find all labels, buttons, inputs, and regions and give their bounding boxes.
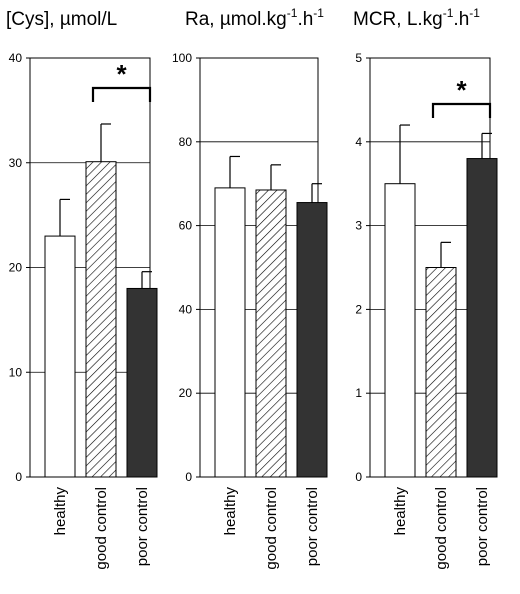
plot-area-cysteine: 0 10 20 30 40 healthy good control poor control…: [9, 51, 158, 570]
bar-healthy: [384, 183, 416, 478]
y-tick-label: 0: [355, 470, 362, 484]
y-tick-label: 40: [179, 302, 193, 316]
y-tick-label: 1: [355, 386, 362, 400]
significance-star: *: [456, 75, 467, 105]
panel-cysteine: [Cys], µmol/L 0 10 20 30 40 healthy good contr…: [6, 9, 158, 570]
y-tick-label: 30: [9, 156, 23, 170]
y-tick-label: 5: [355, 51, 362, 65]
bar-good-control: [255, 189, 287, 478]
category-label-healthy: healthy: [52, 487, 69, 536]
y-tick-label: 0: [185, 470, 192, 484]
panel-mcr: MCR, L.kg-1.h-1 0 1 2 3 4 5 healthy good contro…: [353, 6, 498, 570]
y-tick-label: 3: [355, 219, 362, 233]
y-tick-label: 20: [9, 261, 23, 275]
bar-poor-control: [296, 202, 328, 478]
panel-title-mcr: MCR, L.kg-1.h-1: [353, 6, 480, 30]
plot-area-ra: 0 20 40 60 80 100 healthy good control poor cont…: [172, 51, 328, 570]
category-label-poor-control: poor control: [474, 487, 491, 566]
y-tick-label: 0: [15, 470, 22, 484]
significance-bracket: [431, 102, 492, 118]
category-label-good-control: good control: [263, 487, 280, 570]
category-label-good-control: good control: [433, 487, 450, 570]
y-tick-label: 60: [179, 219, 193, 233]
significance-star: *: [116, 59, 127, 89]
y-tick-label: 40: [9, 51, 23, 65]
bar-poor-control: [466, 158, 498, 478]
category-label-good-control: good control: [93, 487, 110, 570]
y-tick-label: 20: [179, 386, 193, 400]
bar-good-control: [425, 267, 457, 478]
category-label-poor-control: poor control: [304, 487, 321, 566]
y-tick-label: 2: [355, 302, 362, 316]
bar-healthy: [214, 187, 246, 478]
category-label-poor-control: poor control: [134, 487, 151, 566]
panel-title-ra: Ra, µmol.kg-1.h-1: [185, 6, 324, 30]
bar-good-control: [85, 161, 117, 478]
plot-area-mcr: 0 1 2 3 4 5 healthy good control poor control *: [355, 51, 498, 570]
panel-title-cysteine: [Cys], µmol/L: [6, 9, 117, 30]
y-tick-label: 100: [172, 51, 192, 65]
panel-ra: Ra, µmol.kg-1.h-1 0 20 40 60 80 100 healthy goo…: [172, 6, 328, 570]
y-tick-label: 10: [9, 365, 23, 379]
significance-bracket: [91, 86, 152, 102]
y-tick-label: 4: [355, 135, 362, 149]
y-tick-label: 80: [179, 135, 193, 149]
category-label-healthy: healthy: [222, 487, 239, 536]
bar-poor-control: [126, 287, 158, 478]
bar-healthy: [44, 235, 76, 478]
category-label-healthy: healthy: [392, 487, 409, 536]
